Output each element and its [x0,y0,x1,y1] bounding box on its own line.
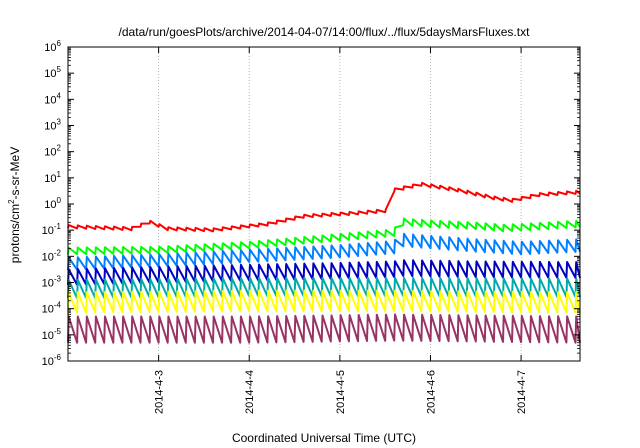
plot-frame [67,46,581,362]
y-tick-label: 10-1 [42,222,62,237]
y-tick-label-base: 10 [42,225,54,237]
y-tick-label-exp: -2 [54,248,62,257]
y-tick-label: 104 [44,91,61,106]
y-tick-label-exp: 0 [57,196,62,205]
y-tick-label: 102 [44,144,61,159]
y-tick-label-exp: 1 [57,170,62,179]
y-tick-label-base: 10 [44,199,56,211]
x-tick-label: 2014-4-4 [244,370,256,414]
y-tick-label-base: 10 [42,356,54,368]
chart-title: /data/run/goesPlots/archive/2014-04-07/1… [119,25,531,39]
series-line-0 [67,181,581,233]
y-axis: 10-610-510-410-310-210-11001011021031041… [42,39,580,368]
x-axis: 2014-4-3 2014-4-4 2014-4-5 2014-4-6 2014-4-7 [154,47,528,414]
y-tick-label-exp: 2 [57,144,62,153]
y-tick-label-base: 10 [42,278,54,290]
x-tick-label: 2014-4-7 [516,370,528,414]
y-tick-label-exp: -6 [54,353,62,362]
y-tick-label-exp: 6 [57,39,62,48]
series-line-4 [67,276,581,300]
y-tick-label-exp: -1 [54,222,62,231]
y-tick-label: 106 [44,39,61,54]
y-tick-label-exp: -5 [54,327,62,336]
y-tick-label-exp: 5 [57,65,62,74]
y-tick-label-base: 10 [44,68,56,80]
series-line-2 [67,232,581,271]
y-tick-label-exp: 3 [57,118,62,127]
x-tick-label: 2014-4-5 [335,370,347,414]
x-tick-label: 2014-4-3 [154,370,166,414]
y-tick-label-base: 10 [44,94,56,106]
y-tick-label-base: 10 [42,251,54,263]
y-axis-label-sup: 2 [7,199,16,204]
y-tick-label: 10-4 [42,301,62,316]
series-line-6 [67,313,581,344]
y-tick-label: 101 [44,170,61,185]
y-axis-label-main: protons/cm [8,204,22,263]
y-tick-label: 103 [44,118,61,133]
y-tick-label-exp: -4 [54,301,62,310]
series-layer [67,181,581,344]
y-tick-label: 10-2 [42,248,62,263]
y-tick-label: 10-3 [42,275,62,290]
y-axis-label: protons/cm2-s-sr-MeV [7,147,22,263]
y-tick-label: 10-5 [42,327,62,342]
x-tick-label: 2014-4-6 [425,370,437,414]
y-tick-label: 10-6 [42,353,62,368]
y-tick-label-base: 10 [44,121,56,133]
y-tick-label-base: 10 [42,330,54,342]
y-tick-label-base: 10 [44,173,56,185]
series-line-1 [67,217,581,256]
series-line-5 [67,289,581,314]
y-tick-label: 105 [44,65,61,80]
y-tick-label-base: 10 [44,147,56,159]
y-axis-label-rest: -s-sr-MeV [8,147,22,200]
y-tick-label-base: 10 [44,42,56,54]
y-tick-label-base: 10 [42,304,54,316]
y-tick-label-exp: -3 [54,275,62,284]
series-line-3 [67,259,581,286]
x-axis-label: Coordinated Universal Time (UTC) [232,431,416,445]
grid-lines [158,47,522,361]
y-tick-label-exp: 4 [57,91,62,100]
y-tick-label: 100 [44,196,61,211]
